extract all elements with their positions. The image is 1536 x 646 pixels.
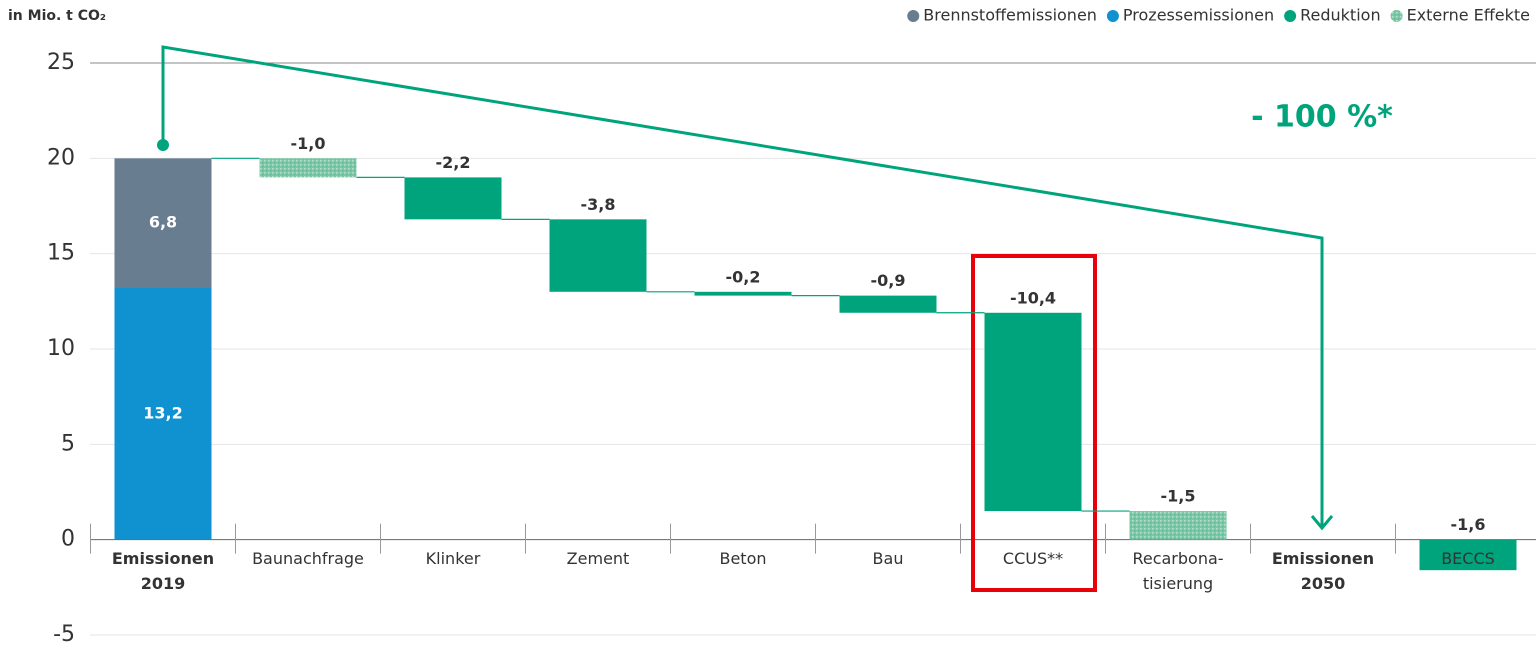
legend-label: Brennstoffemissionen (923, 6, 1097, 25)
bar (694, 291, 792, 296)
y-tick-label: 5 (61, 431, 75, 456)
legend-swatch-texture (1390, 10, 1403, 22)
value-label: -3,8 (581, 195, 616, 214)
y-tick-label: 10 (47, 336, 75, 361)
y-tick-label: 15 (47, 241, 75, 266)
bar (404, 177, 502, 220)
value-label: -1,6 (1451, 515, 1486, 534)
value-label: -1,5 (1161, 487, 1196, 506)
x-tick-label: Klinker (425, 549, 481, 568)
x-tick-label: Emissionen 2050 (1271, 549, 1375, 593)
x-tick-label: Emissionen 2019 (111, 549, 215, 593)
bar (984, 312, 1082, 512)
value-label: -0,2 (726, 267, 761, 286)
annotation: - 100 %* (1251, 100, 1393, 135)
value-label: -2,2 (436, 153, 471, 172)
y-tick-label: 25 (47, 50, 75, 75)
x-tick-label: Baunachfrage (252, 549, 364, 568)
value-label: 6,8 (149, 213, 177, 232)
x-tick-label: Bau (872, 549, 904, 568)
y-tick-label: 0 (61, 527, 75, 552)
legend-swatch (1284, 10, 1297, 22)
bar (114, 287, 212, 540)
bar-texture (1129, 511, 1227, 540)
highlight-box (971, 254, 1097, 592)
x-tick-label: CCUS** (1002, 549, 1064, 568)
y-axis-label: in Mio. t CO₂ (8, 8, 106, 24)
legend-swatch (907, 10, 920, 22)
legend-swatch (1106, 10, 1119, 22)
x-tick-label: Recarbona- tisierung (1132, 549, 1224, 593)
value-label: 13,2 (143, 403, 182, 422)
x-tick-label: Beton (719, 549, 767, 568)
legend-label: Reduktion (1300, 6, 1380, 25)
x-tick-label: BECCS (1441, 549, 1495, 568)
arrow-head (1310, 515, 1334, 531)
value-label: -1,0 (291, 134, 326, 153)
legend-label: Externe Effekte (1407, 6, 1530, 25)
arrow-start (157, 139, 169, 151)
reduction-arrow (161, 45, 1324, 528)
bar (114, 158, 212, 288)
bar-texture (259, 158, 357, 178)
value-label: -10,4 (1010, 288, 1056, 307)
y-tick-label: -5 (53, 622, 75, 646)
bar (839, 295, 937, 313)
y-tick-label: 20 (47, 145, 75, 170)
value-label: -0,9 (871, 271, 906, 290)
legend-label: Prozessemissionen (1123, 6, 1274, 25)
bar (1419, 539, 1517, 571)
bar (549, 219, 647, 292)
x-tick-label: Zement (566, 549, 630, 568)
